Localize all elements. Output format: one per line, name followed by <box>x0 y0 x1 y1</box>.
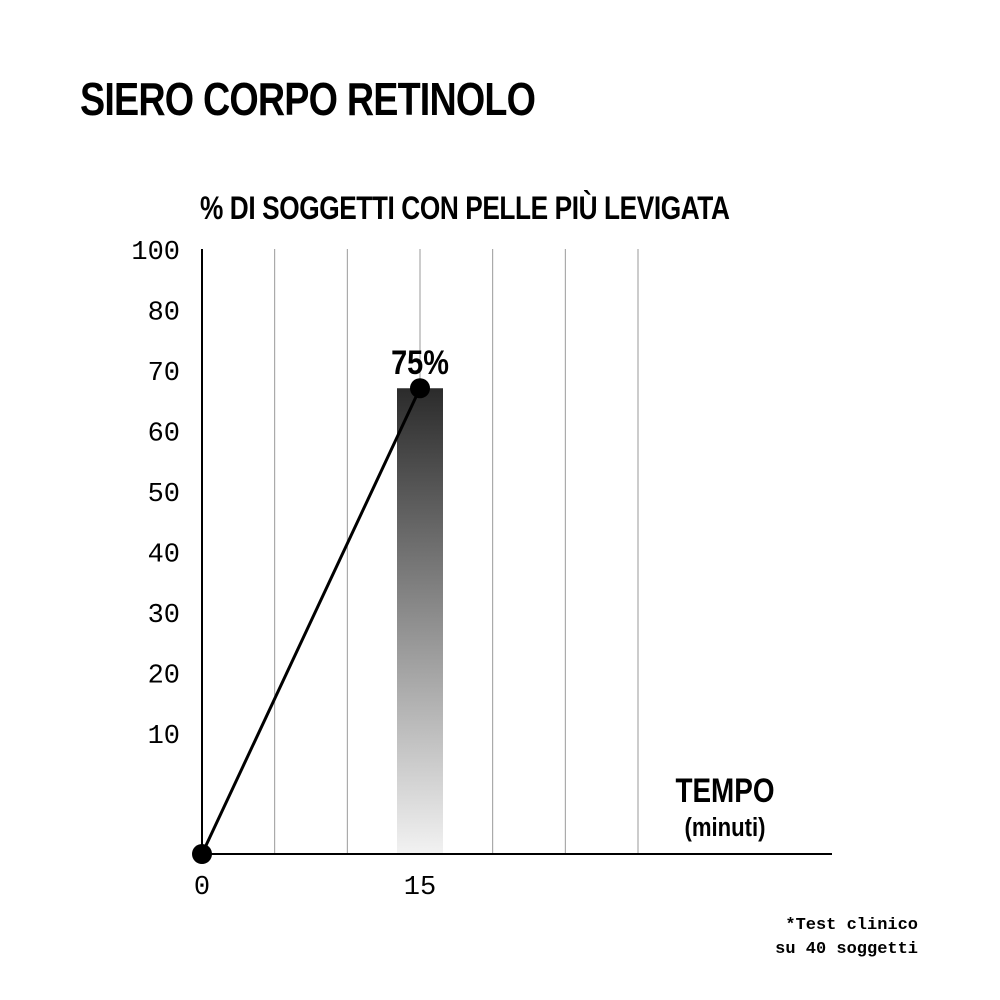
footnote-line-1: *Test clinico <box>785 916 918 935</box>
y-tick-label: 20 <box>148 662 180 692</box>
y-tick-label: 10 <box>148 722 180 752</box>
chart-title: SIERO CORPO RETINOLO <box>80 73 536 125</box>
x-axis-title: TEMPO <box>675 771 774 809</box>
data-point-15 <box>410 378 430 399</box>
data-point-0 <box>192 844 212 864</box>
trend-line <box>200 387 422 855</box>
bar-data-label: 75% <box>391 343 449 382</box>
y-tick-label: 60 <box>148 420 180 450</box>
bar-15-minutes <box>397 388 443 854</box>
y-tick-label: 50 <box>148 480 180 510</box>
footnote: *Test clinico su 40 soggetti <box>775 914 918 962</box>
x-axis-unit: (minuti) <box>685 813 766 842</box>
y-tick-label: 100 <box>131 238 180 268</box>
x-tick-label: 0 <box>194 873 210 903</box>
footnote-line-2: su 40 soggetti <box>775 940 918 959</box>
chart-subtitle: % DI SOGGETTI CON PELLE PIÙ LEVIGATA <box>200 190 730 226</box>
x-tick-label: 15 <box>404 873 436 903</box>
y-tick-label: 30 <box>148 601 180 631</box>
y-tick-label: 40 <box>148 541 180 571</box>
y-tick-label: 80 <box>148 299 180 329</box>
y-tick-label: 70 <box>148 359 180 389</box>
